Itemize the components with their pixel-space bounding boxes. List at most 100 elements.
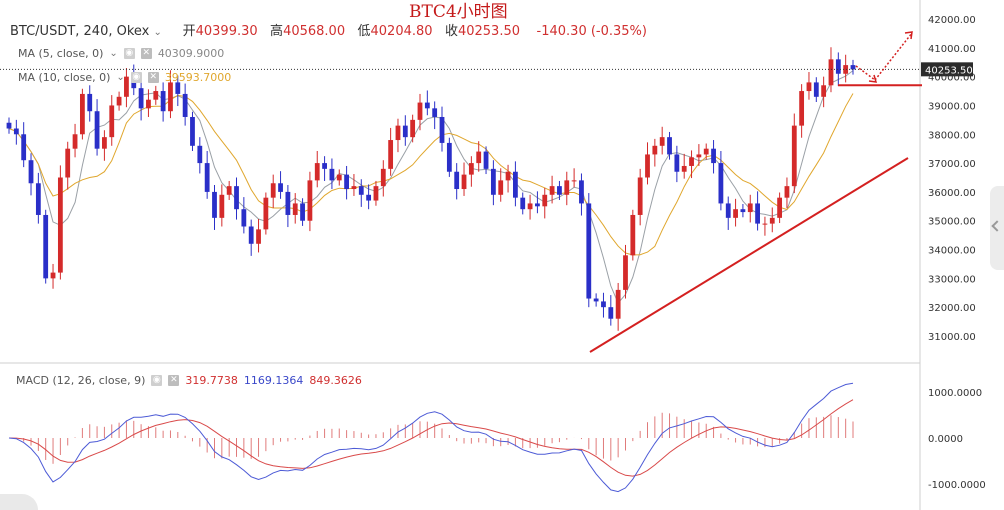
ma10-value: 39593.7000 [164,71,232,84]
high-value: 40568.00 [283,24,346,39]
chevron-down-icon[interactable]: ⌄ [109,48,118,59]
price-tick-label: 37000.00 [928,159,976,170]
candle-body [314,163,320,181]
chevron-down-icon[interactable]: ⌄ [116,72,125,83]
dotted-arrow-up [874,32,913,81]
candle-body [446,142,452,172]
chevron-down-icon[interactable]: ⌄ [153,27,162,38]
price-tick-label: 39000.00 [928,101,976,112]
arrow-head-down [868,74,878,83]
ohlc-header: BTC/USDT, 240, Okex ⌄ 开40399.30 高40568.0… [10,20,647,39]
candle-body [358,186,364,195]
candle-body [652,145,658,155]
close-value: 40253.50 [457,24,520,39]
corner-widget[interactable] [0,494,38,510]
candle-body [630,214,636,256]
candle-body [13,128,19,135]
eye-icon[interactable]: ◉ [123,48,135,59]
candle-body [395,125,401,141]
candle-body [623,255,628,290]
candle-body [410,119,416,138]
candle-body [637,177,643,215]
candle-body [828,59,834,86]
macd-line [8,382,854,493]
candle-body [138,88,144,109]
macd-hist-value: 319.7738 [185,374,238,387]
candle-body [593,298,599,302]
candle-body [212,191,217,218]
candle-body [755,203,760,224]
candle-body [747,203,753,213]
candle-body [373,186,379,201]
macd-signal-line [8,399,854,477]
candle-body [725,203,731,218]
price-tick-label: 34000.00 [928,246,976,257]
macd-legend: MACD (12, 26, close, 9) ◉ ✕ 319.7738 116… [16,374,362,387]
candle-body [388,140,394,169]
candle-body [601,301,606,308]
change-value: -140.30 (-0.35%) [536,24,647,39]
macd-label[interactable]: MACD (12, 26, close, 9) [16,374,146,387]
current-price-label: 40253.50 [925,65,973,76]
open-value: 40399.30 [195,24,258,39]
low-value: 40204.80 [370,24,433,39]
symbol-label[interactable]: BTC/USDT, 240, Okex [10,24,150,39]
candle-body [791,125,797,187]
candle-body [424,102,430,109]
candle-body [219,194,225,218]
candle-body [806,82,812,92]
candle-body [505,171,511,181]
candle-body [843,65,849,74]
price-tick-label: 31000.00 [928,332,976,343]
close-icon[interactable]: ✕ [168,375,180,386]
candle-body [615,289,621,319]
candle-body [784,186,790,198]
candle-body [197,145,203,164]
candle-body [168,82,173,112]
close-icon[interactable]: ✕ [140,48,152,59]
ma5-label[interactable]: MA (5, close, 0) [18,47,104,60]
candle-body [35,183,41,215]
candle-body [769,217,775,224]
candle-body [79,93,85,135]
candle-body [160,91,166,112]
candle-body [535,203,540,207]
candle-body [703,148,709,155]
annotations: 40253.50 [0,31,973,353]
candle-body [402,125,408,138]
close-label: 收 [444,24,458,39]
candle-body [190,116,195,146]
candle-body [821,85,827,97]
candle-body [468,163,474,175]
candle-body [835,59,841,74]
candle-body [43,214,49,279]
ma5-legend: MA (5, close, 0) ⌄ ◉ ✕ 40309.9000 [18,47,224,60]
candle-body [711,148,716,164]
candle-body [586,203,592,299]
candle-body [329,168,335,181]
candle-body [72,134,78,149]
trendline [589,157,909,353]
candle-body [608,307,614,319]
candle-body [549,186,555,195]
candle-body [124,76,129,97]
candle-body [740,209,746,213]
eye-icon[interactable]: ◉ [130,72,142,83]
ma10-legend: MA (10, close, 0) ⌄ ◉ ✕ 39593.7000 [18,71,231,84]
close-icon[interactable]: ✕ [147,72,159,83]
ma10-label[interactable]: MA (10, close, 0) [18,71,111,84]
candle-body [57,177,63,273]
candle-body [659,137,665,146]
candle-body [718,163,724,204]
side-panel-toggle[interactable] [990,186,1004,270]
eye-icon[interactable]: ◉ [151,375,163,386]
arrow-head-up [904,31,913,40]
candle-body [681,165,687,172]
price-tick-label: 32000.00 [928,303,976,314]
macd-line-value: 1169.1364 [243,374,304,387]
candle-body [439,116,445,143]
candle-body [322,163,327,169]
candle-body [234,186,239,210]
candle-body [799,91,805,126]
